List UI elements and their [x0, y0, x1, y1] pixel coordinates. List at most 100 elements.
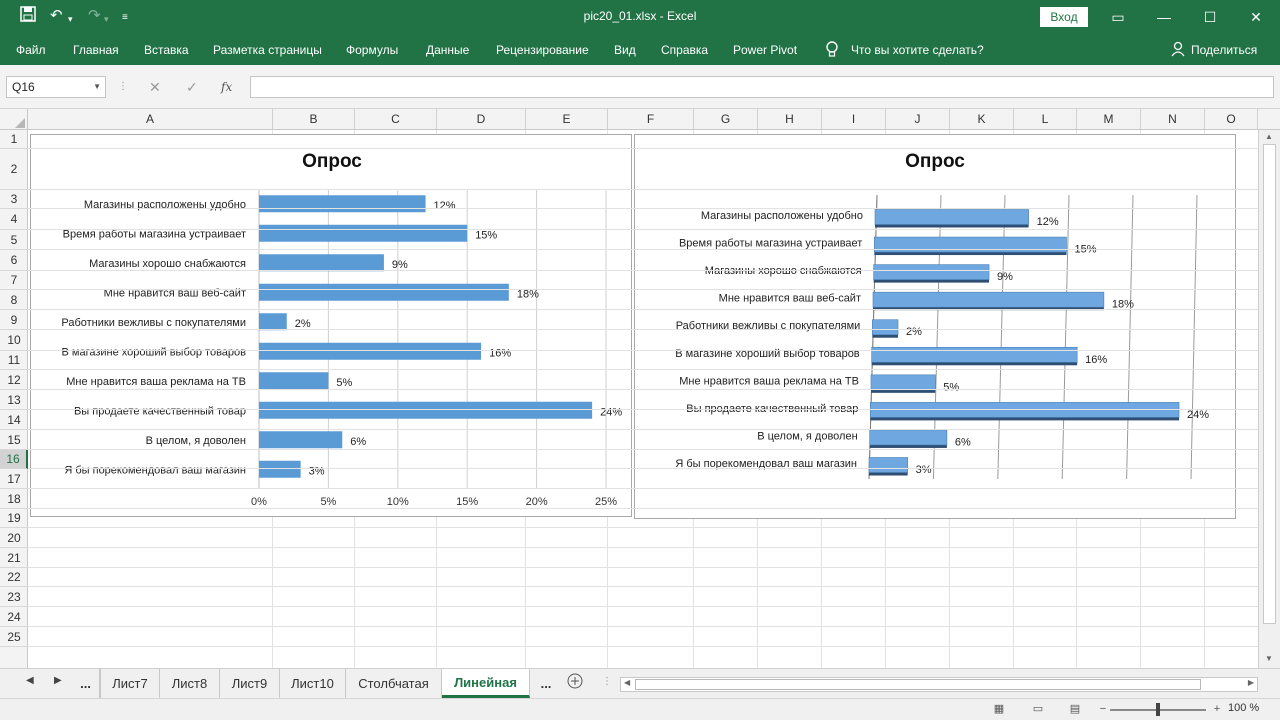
row-header-11[interactable]: 11 — [0, 351, 28, 370]
sheet-tab-list7[interactable]: Лист7 — [100, 669, 160, 698]
row-header-2[interactable]: 2 — [0, 149, 28, 190]
sheet-tab-list8[interactable]: Лист8 — [160, 669, 220, 698]
maximize-icon[interactable]: ☐ — [1203, 9, 1217, 25]
share-user-icon[interactable] — [1171, 41, 1185, 60]
vertical-scrollbar[interactable]: ▲ ▼ — [1258, 130, 1280, 668]
name-box[interactable]: Q16 ▼ — [6, 76, 106, 98]
row-header-8[interactable]: 8 — [0, 290, 28, 310]
tab-page-layout[interactable]: Разметка страницы — [213, 43, 322, 57]
tab-review[interactable]: Рецензирование — [496, 43, 589, 57]
sheet-tab-lineynaya[interactable]: Линейная — [442, 669, 530, 698]
add-sheet-icon[interactable] — [567, 673, 583, 692]
row-header-21[interactable]: 21 — [0, 548, 28, 568]
tab-insert[interactable]: Вставка — [144, 43, 189, 57]
insert-function-icon[interactable]: fx — [221, 80, 233, 94]
vertical-scroll-thumb[interactable] — [1263, 144, 1276, 624]
column-header-c[interactable]: C — [355, 109, 437, 130]
page-layout-view-icon[interactable]: ▭ — [1032, 703, 1044, 715]
close-icon[interactable]: ✕ — [1250, 9, 1262, 25]
row-header-14[interactable]: 14 — [0, 410, 28, 430]
column-header-f[interactable]: F — [608, 109, 694, 130]
column-header-a[interactable]: A — [28, 109, 273, 130]
survey-bar-chart-3d[interactable]: Опрос Магазины расположены удобно 12% Время… — [634, 134, 1236, 519]
column-header-b[interactable]: B — [273, 109, 355, 130]
row-header-10[interactable]: 10 — [0, 330, 28, 351]
tab-data[interactable]: Данные — [426, 43, 470, 57]
scroll-up-icon[interactable]: ▲ — [1265, 132, 1273, 141]
tab-split-grip-icon[interactable]: ⋮ — [602, 676, 612, 687]
column-header-l[interactable]: L — [1014, 109, 1077, 130]
column-header-o[interactable]: O — [1205, 109, 1258, 130]
sheet-next-icon[interactable]: ▶ — [54, 675, 62, 686]
row-header-15[interactable]: 15 — [0, 430, 28, 450]
zoom-in-icon[interactable]: + — [1213, 703, 1221, 715]
ribbon-display-options-icon[interactable]: ▭ — [1111, 9, 1125, 25]
sheet-more-left[interactable]: ... — [72, 669, 100, 698]
chart1-bar — [259, 195, 426, 213]
row-header-7[interactable]: 7 — [0, 271, 28, 290]
tab-power-pivot[interactable]: Power Pivot — [733, 43, 798, 57]
row-header-19[interactable]: 19 — [0, 509, 28, 528]
scroll-right-icon[interactable]: ▶ — [1247, 678, 1254, 687]
sign-in-button[interactable]: Вход — [1040, 7, 1088, 27]
row-header-17[interactable]: 17 — [0, 469, 28, 489]
customize-toolbar-icon[interactable]: ≡ — [122, 12, 128, 23]
row-header-4[interactable]: 4 — [0, 209, 28, 230]
row-header-3[interactable]: 3 — [0, 190, 28, 209]
row-header-9[interactable]: 9 — [0, 310, 28, 330]
row-header-20[interactable]: 20 — [0, 528, 28, 548]
tab-help[interactable]: Справка — [661, 43, 709, 57]
undo-dropdown-icon[interactable]: ▾ — [68, 14, 73, 24]
formula-input[interactable] — [250, 76, 1274, 98]
minimize-icon[interactable]: — — [1157, 9, 1171, 25]
sheet-tab-list10[interactable]: Лист10 — [280, 669, 346, 698]
page-break-view-icon[interactable]: ▤ — [1069, 703, 1081, 715]
chart2-category-label: Магазины расположены удобно — [701, 210, 863, 222]
undo-icon[interactable]: ↶ — [50, 7, 63, 24]
column-header-j[interactable]: J — [886, 109, 950, 130]
name-box-dropdown-icon[interactable]: ▼ — [93, 82, 101, 91]
row-header-12[interactable]: 12 — [0, 370, 28, 390]
tab-file[interactable]: Файл — [16, 43, 46, 57]
column-header-h[interactable]: H — [758, 109, 822, 130]
worksheet-grid[interactable]: Опрос 0% 5% 10% 15% 20% 25% Магазины расположен… — [28, 130, 1258, 668]
zoom-slider-thumb[interactable] — [1156, 703, 1160, 716]
horizontal-scroll-thumb[interactable] — [635, 679, 1201, 690]
column-header-g[interactable]: G — [694, 109, 758, 130]
row-header-23[interactable]: 23 — [0, 587, 28, 607]
row-header-6[interactable]: 6 — [0, 250, 28, 271]
column-header-e[interactable]: E — [526, 109, 608, 130]
tell-me-search[interactable]: Что вы хотите сделать? — [851, 43, 984, 57]
column-header-i[interactable]: I — [822, 109, 886, 130]
tab-home[interactable]: Главная — [73, 43, 119, 57]
horizontal-scrollbar[interactable]: ◀ ▶ — [620, 677, 1258, 692]
sheet-tab-stolbchataya[interactable]: Столбчатая — [346, 669, 442, 698]
zoom-level[interactable]: 100 % — [1228, 702, 1260, 714]
scroll-left-icon[interactable]: ◀ — [624, 678, 631, 687]
row-header-13[interactable]: 13 — [0, 390, 28, 410]
column-header-m[interactable]: M — [1077, 109, 1141, 130]
sheet-tab-list9[interactable]: Лист9 — [220, 669, 280, 698]
column-header-n[interactable]: N — [1141, 109, 1205, 130]
tab-view[interactable]: Вид — [614, 43, 636, 57]
zoom-out-icon[interactable]: − — [1099, 703, 1107, 715]
scroll-down-icon[interactable]: ▼ — [1265, 654, 1273, 663]
select-all-corner[interactable] — [0, 109, 28, 130]
row-header-18[interactable]: 18 — [0, 489, 28, 509]
normal-view-icon[interactable]: ▦ — [993, 703, 1005, 715]
row-header-25[interactable]: 25 — [0, 627, 28, 647]
name-box-value: Q16 — [12, 80, 35, 94]
save-icon[interactable] — [20, 6, 36, 28]
column-header-d[interactable]: D — [437, 109, 526, 130]
survey-bar-chart-2d[interactable]: Опрос 0% 5% 10% 15% 20% 25% Магазины расположен… — [30, 134, 632, 517]
row-header-5[interactable]: 5 — [0, 230, 28, 250]
sheet-more-right[interactable]: ... — [540, 676, 552, 691]
row-header-16[interactable]: 16 — [0, 450, 28, 469]
share-button[interactable]: Поделиться — [1191, 43, 1258, 57]
row-header-22[interactable]: 22 — [0, 568, 28, 587]
sheet-prev-icon[interactable]: ◀ — [26, 675, 34, 686]
row-header-24[interactable]: 24 — [0, 607, 28, 627]
tab-formulas[interactable]: Формулы — [346, 43, 399, 57]
column-header-k[interactable]: K — [950, 109, 1014, 130]
row-header-1[interactable]: 1 — [0, 130, 28, 149]
